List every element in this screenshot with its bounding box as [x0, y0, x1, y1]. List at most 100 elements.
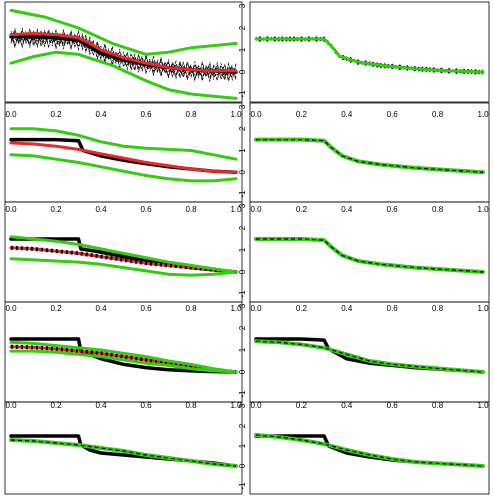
series-band-upper [9, 340, 238, 374]
series-band-upper [9, 235, 238, 274]
series-estimate [9, 246, 238, 274]
series-truth [9, 337, 238, 374]
sample-path [10, 29, 237, 79]
y-tick-label: 2 [238, 25, 247, 30]
series-band-lower [9, 257, 238, 277]
panel-frame [4, 1, 243, 103]
x-tick-label: 0.6 [140, 304, 152, 313]
x-tick-label: 1.0 [477, 401, 489, 410]
x-tick-label: 1.0 [230, 401, 242, 410]
y-tick-label: -1 [238, 190, 247, 198]
series-band-upper [9, 8, 238, 56]
series-truth [254, 137, 485, 175]
x-tick-label: 0.2 [296, 205, 308, 214]
x-tick-label: 0.8 [432, 304, 444, 313]
y-tick-label: 3 [238, 104, 247, 109]
y-tick-label: 1 [238, 47, 247, 52]
x-tick-label: 0.0 [250, 304, 262, 313]
y-tick-label: 1 [238, 247, 247, 252]
sample-path [10, 29, 237, 78]
y-tick-label: 0 [238, 169, 247, 174]
x-tick-label: 0.0 [250, 401, 262, 410]
x-tick-label: 0.6 [140, 110, 152, 119]
panel-row1-right: -1 0 1 2 3 [238, 1, 490, 103]
x-tick-label: 0.4 [95, 205, 107, 214]
series-truth-dashed [255, 434, 484, 467]
panel-frame [4, 401, 243, 495]
y-tick-label: 0 [238, 269, 247, 274]
series-band-upper [9, 127, 238, 161]
series-band [254, 237, 485, 274]
x-tick-label: 0.2 [50, 205, 62, 214]
x-tick-label: 0.6 [387, 205, 399, 214]
series-band-lower [9, 153, 238, 183]
y-tick-label: 3 [238, 3, 247, 8]
series-truth [254, 237, 485, 274]
panel-row3-left: 0.0 0.2 0.4 0.6 0.8 1.0 [4, 201, 243, 303]
x-tick-label: 0.8 [185, 401, 197, 410]
x-tick-label: 0.6 [140, 205, 152, 214]
y-tick-label: 3 [238, 403, 247, 408]
x-tick-label: 0.8 [432, 110, 444, 119]
x-tick-label: 1.0 [230, 110, 242, 119]
series-band [254, 137, 485, 175]
x-tick-label: 0.2 [296, 401, 308, 410]
panel-row5-left: 0.0 0.2 0.4 0.6 0.8 1.0 [4, 401, 243, 495]
x-tick-label: 0.2 [296, 304, 308, 313]
panel-row3-right: 0.0 0.2 0.4 0.6 0.8 1.0 -1 0 1 2 3 [238, 201, 490, 303]
y-tick-label: 1 [238, 347, 247, 352]
y-tick-label: -1 [238, 290, 247, 298]
x-tick-label: 0.4 [95, 110, 107, 119]
x-tick-label: 0.8 [432, 205, 444, 214]
x-tick-label: 1.0 [477, 205, 489, 214]
panel-row2-right: 0.0 0.2 0.4 0.6 0.8 1.0 -1 0 1 2 3 [238, 102, 490, 203]
series-band [254, 339, 485, 374]
y-tick-label: 3 [238, 303, 247, 308]
series-truth-dashed [10, 439, 237, 467]
x-tick-label: 0.8 [185, 110, 197, 119]
sample-path [256, 36, 484, 74]
series-band-lower [9, 50, 238, 100]
panel-row4-left: 0.0 0.2 0.4 0.6 0.8 1.0 [4, 301, 243, 403]
x-tick-label: 0.6 [387, 401, 399, 410]
y-tick-label: -1 [238, 90, 247, 98]
series-estimate [9, 141, 238, 174]
x-tick-label: 1.0 [477, 110, 489, 119]
series-band-lower [9, 349, 238, 374]
series-band [254, 37, 485, 74]
y-tick-label: 1 [238, 443, 247, 448]
y-tick-label: 2 [238, 126, 247, 131]
panel-row2-left: 0.0 0.2 0.4 0.6 0.8 1.0 [4, 102, 243, 203]
sample-path [255, 36, 484, 74]
x-tick-label: 1.0 [230, 304, 242, 313]
x-tick-label: 0.6 [387, 110, 399, 119]
x-tick-label: 0.6 [140, 401, 152, 410]
panel-frame [249, 1, 490, 103]
y-tick-label: 2 [238, 225, 247, 230]
panel-frame [249, 401, 490, 495]
x-tick-label: 0.0 [250, 110, 262, 119]
x-tick-label: 0.2 [50, 304, 62, 313]
x-tick-label: 0.4 [341, 110, 353, 119]
y-tick-label: 3 [238, 203, 247, 208]
y-tick-label: 0 [238, 463, 247, 468]
series-band [254, 433, 485, 468]
x-tick-label: 0.4 [341, 304, 353, 313]
x-tick-label: 0.0 [5, 110, 17, 119]
x-tick-label: 0.4 [341, 401, 353, 410]
x-tick-label: 0.2 [296, 110, 308, 119]
x-tick-label: 0.8 [185, 205, 197, 214]
x-tick-label: 0.0 [5, 401, 17, 410]
series-truth-dashed [255, 340, 484, 373]
x-tick-label: 0.8 [185, 304, 197, 313]
sample-path [10, 29, 237, 82]
y-tick-label: 0 [238, 69, 247, 74]
sample-path [255, 36, 484, 74]
panel-frame [249, 102, 490, 203]
series-estimate [9, 345, 238, 374]
series-truth-dashed [256, 139, 484, 173]
x-tick-label: 0.2 [50, 401, 62, 410]
panel-frame [249, 301, 490, 403]
x-tick-label: 0.6 [387, 304, 399, 313]
